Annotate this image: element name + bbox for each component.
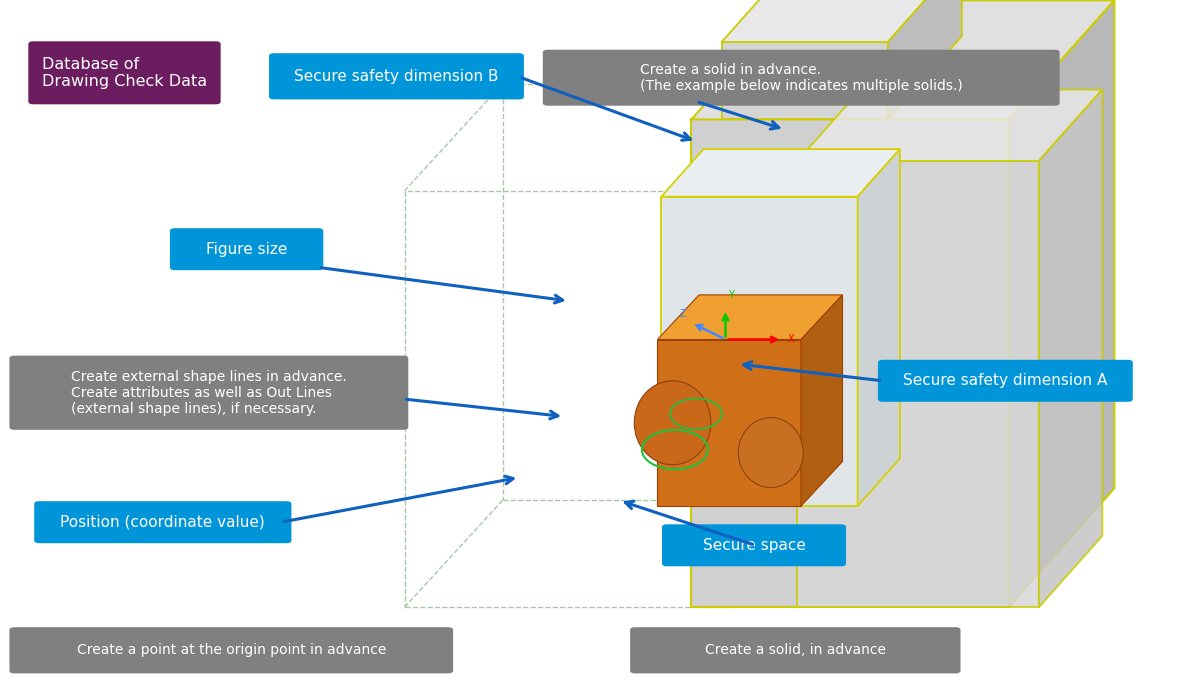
Text: Figure size: Figure size: [206, 241, 287, 257]
Polygon shape: [801, 295, 843, 506]
Polygon shape: [722, 42, 887, 119]
Text: Create a solid in advance.
(The example below indicates multiple solids.): Create a solid in advance. (The example …: [640, 62, 963, 93]
Text: Secure safety dimension B: Secure safety dimension B: [294, 69, 499, 84]
FancyBboxPatch shape: [878, 360, 1133, 402]
Polygon shape: [1009, 1, 1114, 607]
Text: Create external shape lines in advance.
Create attributes as well as Out Lines
(: Create external shape lines in advance. …: [71, 370, 347, 416]
Polygon shape: [1038, 90, 1102, 607]
Text: Database of
Drawing Check Data: Database of Drawing Check Data: [42, 57, 206, 89]
FancyBboxPatch shape: [28, 41, 221, 104]
FancyBboxPatch shape: [662, 524, 846, 566]
FancyBboxPatch shape: [9, 356, 408, 430]
Polygon shape: [657, 340, 801, 506]
Polygon shape: [661, 197, 858, 506]
Text: X: X: [788, 335, 794, 344]
Text: Position (coordinate value): Position (coordinate value): [60, 514, 266, 530]
Polygon shape: [798, 90, 1102, 161]
Text: Secure safety dimension A: Secure safety dimension A: [903, 373, 1108, 389]
FancyBboxPatch shape: [9, 627, 453, 673]
Polygon shape: [798, 161, 1038, 607]
Polygon shape: [887, 0, 962, 119]
Text: Create a solid, in advance: Create a solid, in advance: [704, 643, 886, 657]
FancyBboxPatch shape: [543, 50, 1060, 106]
Polygon shape: [657, 295, 843, 340]
Text: Y: Y: [728, 290, 734, 300]
Ellipse shape: [739, 417, 804, 487]
Ellipse shape: [634, 381, 710, 465]
FancyBboxPatch shape: [170, 228, 323, 270]
Polygon shape: [691, 1, 1114, 119]
FancyBboxPatch shape: [630, 627, 961, 673]
Polygon shape: [858, 149, 900, 506]
Polygon shape: [722, 0, 962, 42]
Text: Z: Z: [680, 309, 687, 319]
Polygon shape: [661, 149, 900, 197]
FancyBboxPatch shape: [34, 501, 291, 543]
FancyBboxPatch shape: [269, 53, 524, 99]
Text: Secure space: Secure space: [702, 538, 806, 553]
Polygon shape: [691, 119, 1009, 607]
Text: Create a point at the origin point in advance: Create a point at the origin point in ad…: [77, 643, 386, 657]
